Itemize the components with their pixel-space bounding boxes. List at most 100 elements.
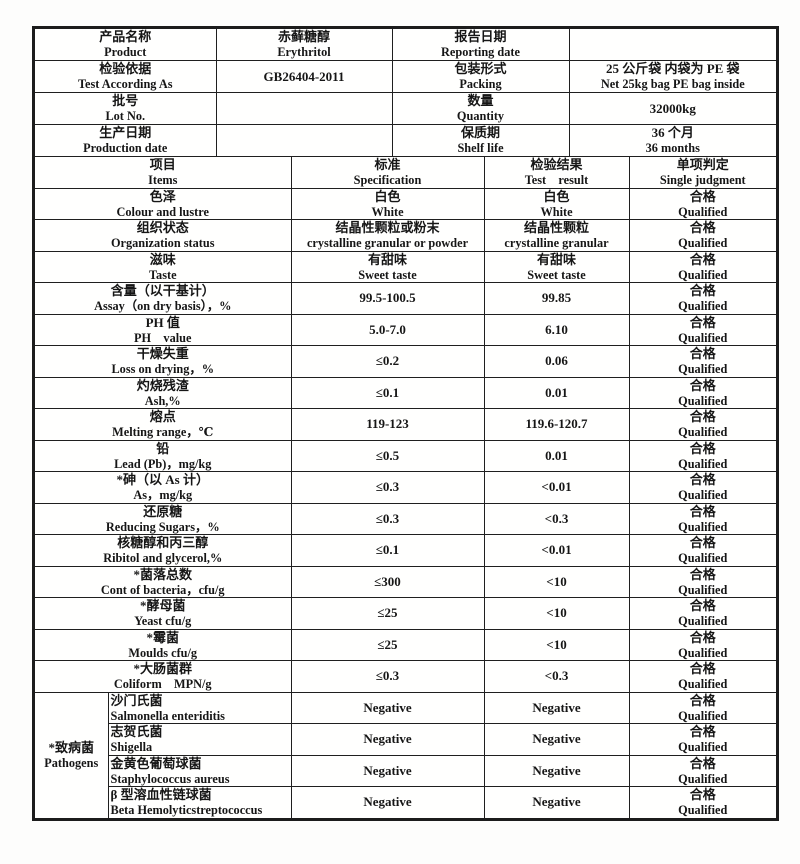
info-label-cn: 包装形式 xyxy=(454,61,507,77)
item-name-cell: 灼烧残渣 Ash,% xyxy=(35,377,292,409)
info-label-en: Shelf life xyxy=(457,141,504,156)
item-name-cn: *菌落总数 xyxy=(133,566,192,582)
spec-cn: ≤25 xyxy=(377,636,398,652)
result-cn: <0.3 xyxy=(544,510,569,526)
result-cn: Negative xyxy=(532,794,581,810)
table-row: *砷（以 As 计） As，mg/kg ≤0.3 <0.01 合格 Qualified xyxy=(35,471,776,504)
certificate-of-analysis: 产品名称 Product 赤藓糖醇 Erythritol 报告日期 Reporting d… xyxy=(32,26,779,821)
judgment-cn: 合格 xyxy=(689,440,716,456)
pathogen-name-en: Shigella xyxy=(110,740,153,754)
spec-cell: Negative xyxy=(291,692,485,724)
result-cn: 6.10 xyxy=(545,321,568,337)
table-row: 含量（以干基计） Assay（on dry basis），% 99.5-100.5 9… xyxy=(35,282,776,315)
judgment-en: Qualified xyxy=(678,708,728,723)
spec-cn: Negative xyxy=(363,699,412,715)
judgment-cn: 合格 xyxy=(689,692,716,708)
judgment-cell: 合格 Qualified xyxy=(629,755,776,787)
judgment-en: Qualified xyxy=(678,393,728,408)
spec-cell: 119-123 xyxy=(291,408,485,441)
info-value-cell: 36 个月 36 months xyxy=(569,124,776,157)
info-label-cn: 报告日期 xyxy=(454,29,507,45)
judgment-cn: 合格 xyxy=(689,629,716,645)
spec-cell: 白色 White xyxy=(291,188,485,220)
result-en: crystalline granular xyxy=(504,236,609,250)
judgment-cell: 合格 Qualified xyxy=(629,408,776,441)
result-cn: Negative xyxy=(532,731,581,747)
judgment-cell: 合格 Qualified xyxy=(629,787,776,818)
result-cell: 有甜味 Sweet taste xyxy=(484,251,630,283)
spec-cn: ≤0.3 xyxy=(375,668,400,684)
col-header-test-result: 检验结果 Test result xyxy=(484,157,630,189)
item-name-en: Loss on drying，% xyxy=(111,362,214,376)
item-name-cn: *霉菌 xyxy=(146,629,179,645)
info-label-en: Packing xyxy=(459,77,502,92)
item-name-en: Yeast cfu/g xyxy=(134,614,192,628)
judgment-en: Qualified xyxy=(678,330,728,345)
judgment-cell: 合格 Qualified xyxy=(629,251,776,283)
judgment-cn: 合格 xyxy=(689,566,716,582)
spec-cn: 有甜味 xyxy=(367,251,407,267)
pathogen-row: 志贺氏菌 Shigella Negative Negative 合格 Qualified xyxy=(35,723,776,756)
item-name-cell: 含量（以干基计） Assay（on dry basis），% xyxy=(35,282,292,315)
result-cell: <10 xyxy=(484,629,630,661)
item-name-cell: 铅 Lead (Pb)，mg/kg xyxy=(35,440,292,472)
result-cell: <0.3 xyxy=(484,503,630,535)
info-label-en: Reporting date xyxy=(441,45,520,60)
item-name-cn: 铅 xyxy=(156,440,170,456)
judgment-en: Qualified xyxy=(678,645,728,660)
item-name-en: Taste xyxy=(148,267,177,282)
item-name-cn: *砷（以 As 计） xyxy=(116,472,209,487)
judgment-cell: 合格 Qualified xyxy=(629,660,776,693)
info-value-cell xyxy=(216,124,393,157)
judgment-cn: 合格 xyxy=(689,787,716,802)
judgment-cell: 合格 Qualified xyxy=(629,471,776,504)
spec-cell: ≤0.2 xyxy=(291,345,485,378)
result-cell: <0.01 xyxy=(484,534,630,567)
info-label-en: Test According As xyxy=(77,77,173,92)
item-name-cn: *酵母菌 xyxy=(139,598,186,613)
info-value-cn: 赤藓糖醇 xyxy=(277,29,330,45)
col-header-specification: 标准 Specification xyxy=(291,157,485,189)
result-cn: <10 xyxy=(546,636,567,652)
pathogen-group-cn: *致病菌 xyxy=(48,739,94,755)
table-row: *酵母菌 Yeast cfu/g ≤25 <10 合格 Qualified xyxy=(35,597,776,630)
pathogen-name-cell: β 型溶血性链球菌 Beta Hemolyticstreptococcus xyxy=(108,786,292,818)
spec-cn: ≤0.3 xyxy=(375,479,400,495)
info-label-cn: 批号 xyxy=(112,93,139,109)
result-cn: <10 xyxy=(546,573,567,589)
item-name-en: Ribitol and glycerol,% xyxy=(103,551,223,565)
spec-cn: 119-123 xyxy=(366,416,409,432)
spec-cell: ≤0.3 xyxy=(291,660,485,693)
item-name-cell: *大肠菌群 Coliform MPN/g xyxy=(35,660,292,693)
judgment-en: Qualified xyxy=(678,582,728,597)
judgment-en: Qualified xyxy=(678,425,728,439)
result-cell: <10 xyxy=(484,597,630,630)
judgment-cell: 合格 Qualified xyxy=(629,377,776,409)
judgment-cn: 合格 xyxy=(689,220,716,235)
table-row: 色泽 Colour and lustre 白色 White 白色 White 合格 Quali… xyxy=(35,188,776,220)
spec-cn: ≤0.1 xyxy=(375,542,400,558)
result-cn: <0.3 xyxy=(544,668,569,684)
judgment-cn: 合格 xyxy=(689,755,716,771)
pathogen-name-cn: 志贺氏菌 xyxy=(110,724,163,739)
result-cell: Negative xyxy=(484,755,630,787)
result-cn: 结晶性颗粒 xyxy=(523,220,589,235)
result-cell: 99.85 xyxy=(484,282,630,315)
spec-cell: 有甜味 Sweet taste xyxy=(291,251,485,283)
spec-en: White xyxy=(371,204,404,219)
judgment-cn: 合格 xyxy=(689,503,716,519)
pathogen-row: *致病菌 Pathogens 沙门氏菌 Salmonella enteriditis N… xyxy=(35,692,776,818)
result-cell: 0.06 xyxy=(484,345,630,378)
spec-cn: ≤0.2 xyxy=(375,353,400,369)
spec-cell: ≤25 xyxy=(291,597,485,630)
judgment-en: Qualified xyxy=(678,677,728,691)
judgment-en: Qualified xyxy=(678,204,728,219)
table-row: *大肠菌群 Coliform MPN/g ≤0.3 <0.3 合格 Qualified xyxy=(35,660,776,693)
judgment-cell: 合格 Qualified xyxy=(629,282,776,315)
info-label-cell: 报告日期 Reporting date xyxy=(392,29,570,61)
info-label-cell: 批号 Lot No. xyxy=(35,92,217,125)
info-value-en: Net 25kg bag PE bag inside xyxy=(600,77,745,92)
pathogen-name-cn: β 型溶血性链球菌 xyxy=(110,787,212,802)
info-label-en: Product xyxy=(104,45,147,60)
spec-cell: ≤300 xyxy=(291,566,485,598)
